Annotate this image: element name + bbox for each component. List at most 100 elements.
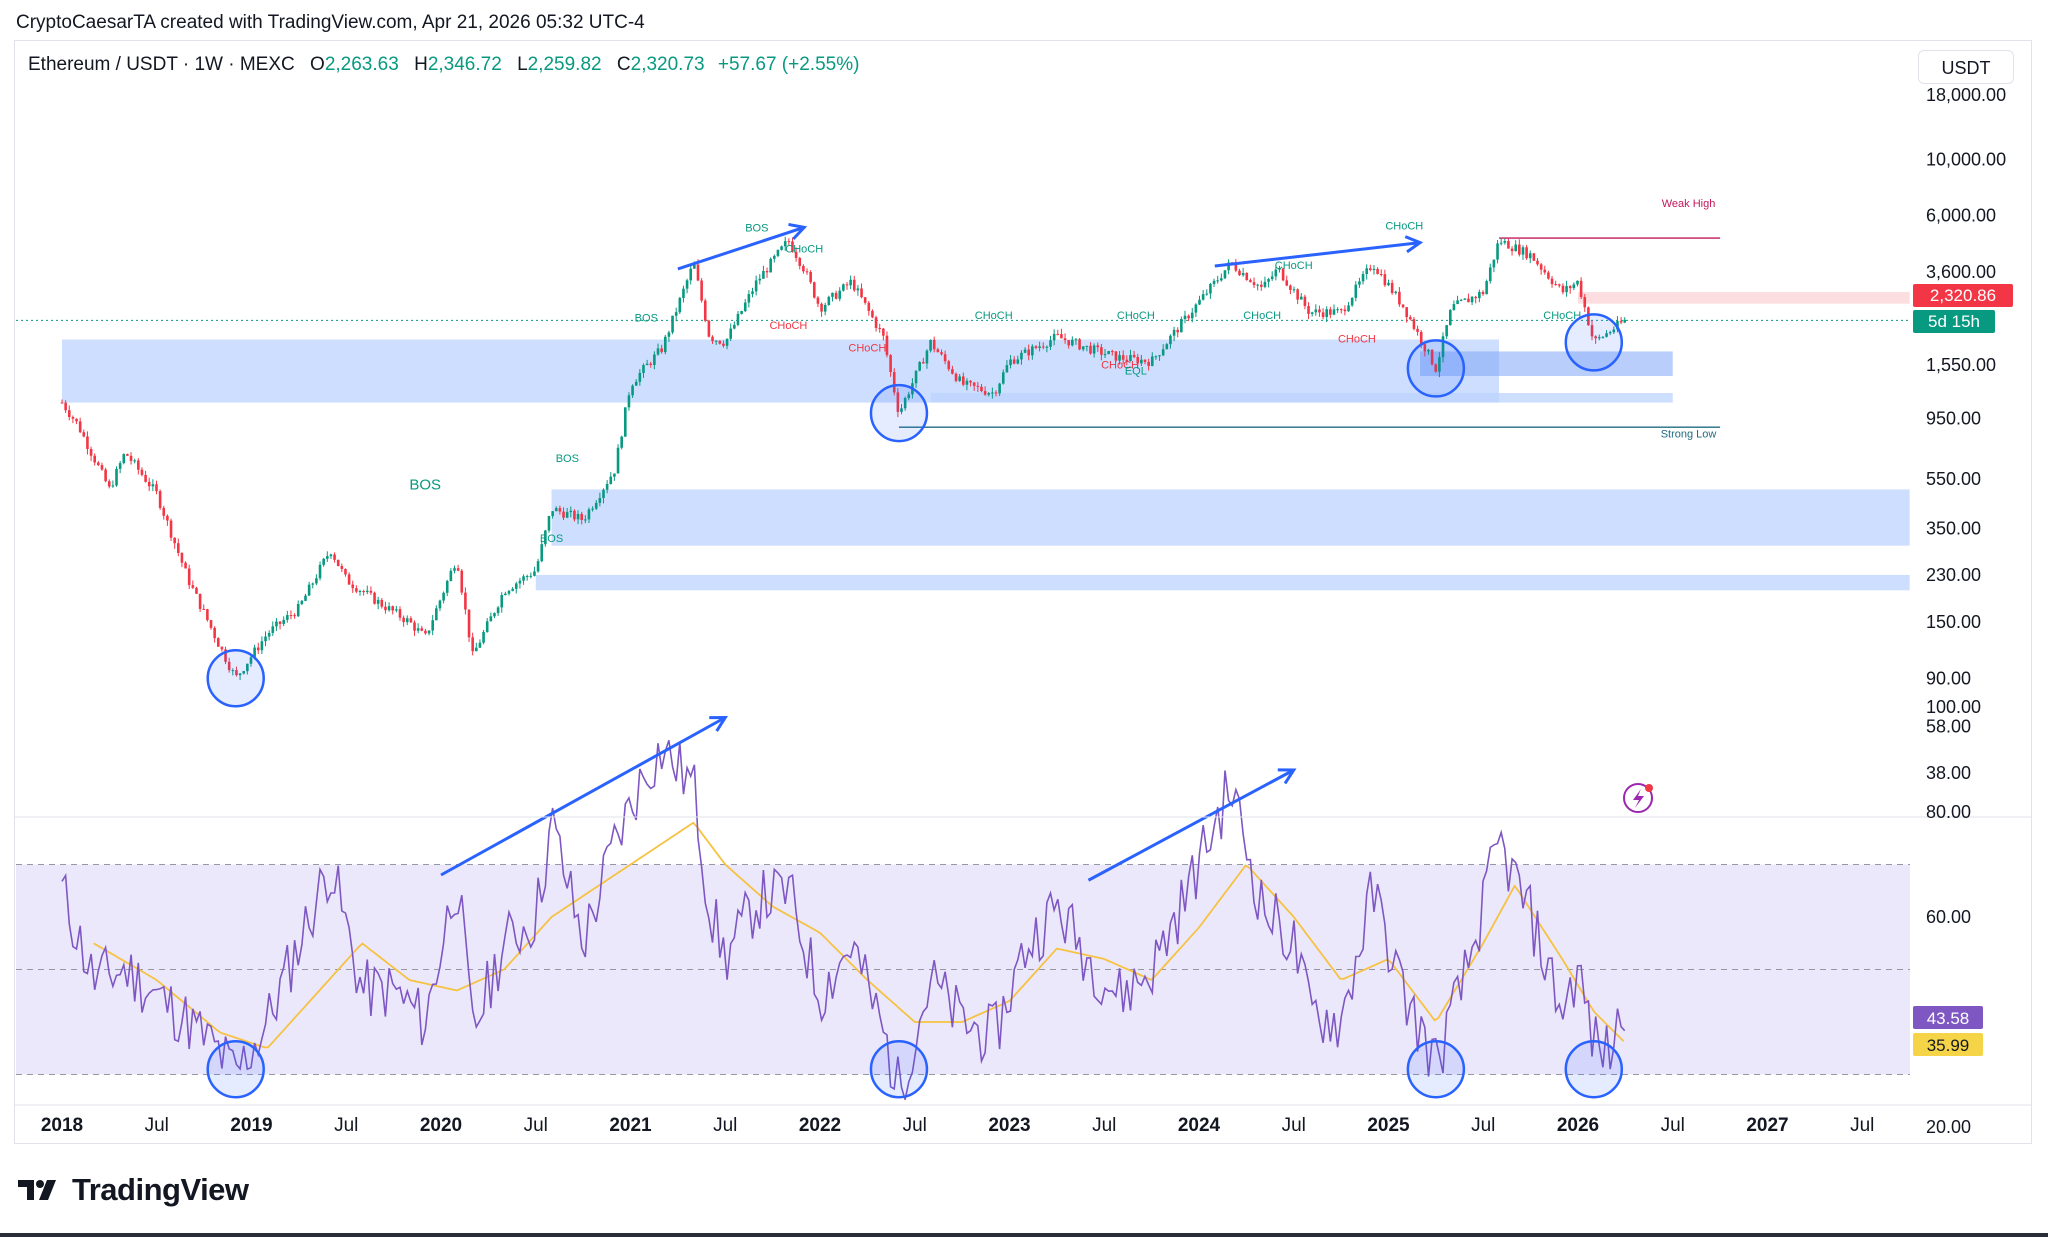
- candle-body-155: [624, 407, 627, 437]
- candle-body-220: [860, 288, 863, 298]
- candle-body-43: [216, 638, 220, 647]
- candle-body-353: [1343, 309, 1347, 312]
- candle-body-296: [1136, 357, 1140, 364]
- candle-body-308: [1180, 319, 1183, 333]
- candle-body-225: [878, 327, 882, 329]
- time-axis-tick: 2020: [420, 1115, 462, 1136]
- tradingview-brand[interactable]: TradingView: [18, 1172, 249, 1208]
- candle-body-4: [75, 418, 78, 422]
- candle-body-263: [1016, 359, 1020, 364]
- candle-body-99: [420, 628, 424, 631]
- candle-body-163: [653, 354, 656, 365]
- candle-body-343: [1307, 306, 1310, 314]
- candle-body-82: [358, 590, 362, 592]
- candle-body-327: [1249, 280, 1252, 283]
- candle-body-260: [1005, 365, 1009, 373]
- candle-body-358: [1361, 274, 1365, 282]
- candle-body-226: [882, 328, 885, 336]
- candle-body-403: [1525, 247, 1528, 259]
- candle-body-55: [260, 641, 264, 651]
- candle-body-342: [1303, 296, 1307, 307]
- candle-body-272: [1049, 340, 1052, 347]
- candle-body-276: [1063, 338, 1067, 341]
- candle-body-312: [1194, 304, 1198, 313]
- candle-body-23: [144, 474, 147, 482]
- candle-body-307: [1176, 329, 1180, 333]
- candle-body-412: [1558, 284, 1561, 286]
- price-trend-arrow-0: [677, 225, 805, 271]
- candle-body-148: [598, 497, 602, 503]
- candle-body-207: [812, 282, 816, 298]
- annotation-label: BOS: [409, 476, 441, 493]
- candle-body-407: [1539, 264, 1543, 270]
- candle-body-153: [616, 447, 620, 474]
- candle-body-162: [649, 363, 653, 365]
- candle-body-203: [798, 257, 802, 266]
- candle-body-32: [176, 543, 180, 553]
- candle-body-289: [1110, 351, 1114, 353]
- candle-body-300: [1150, 356, 1154, 366]
- candle-body-414: [1565, 286, 1568, 293]
- time-axis-tick: Jul: [903, 1115, 927, 1136]
- candle-body-415: [1568, 286, 1572, 289]
- candle-body-324: [1238, 270, 1241, 276]
- price-axis-tick: 1,550.00: [1926, 355, 1996, 375]
- candle-body-345: [1314, 309, 1318, 313]
- candle-body-281: [1081, 346, 1085, 350]
- candle-body-57: [267, 632, 271, 637]
- candle-body-392: [1485, 281, 1488, 295]
- candle-body-46: [227, 661, 231, 671]
- candle-body-59: [275, 621, 278, 627]
- zone-2: [1420, 351, 1673, 377]
- price-axis-tick: 58.00: [1926, 717, 1971, 737]
- candle-body-42: [213, 627, 216, 639]
- candle-body-252: [976, 385, 980, 387]
- price-highlight-circle-2: [1406, 339, 1466, 398]
- candle-body-246: [954, 373, 958, 381]
- candle-body-115: [478, 642, 482, 648]
- candle-body-395: [1496, 243, 1499, 260]
- candle-body-129: [529, 575, 533, 577]
- candle-body-248: [961, 376, 965, 385]
- candle-body-9: [93, 455, 97, 463]
- countdown-badge-text: 5d 15h: [1928, 312, 1980, 331]
- candle-body-41: [209, 620, 213, 628]
- candle-body-251: [972, 382, 976, 386]
- candle-body-409: [1547, 272, 1550, 279]
- candle-body-61: [282, 619, 285, 624]
- candle-body-319: [1220, 278, 1223, 281]
- candle-body-393: [1488, 267, 1492, 282]
- time-axis-tick: 2018: [41, 1115, 83, 1136]
- annotation-label: BOS: [745, 223, 768, 235]
- candle-body-317: [1212, 280, 1216, 284]
- candle-body-362: [1376, 268, 1379, 275]
- candle-body-328: [1252, 282, 1256, 286]
- annotation-label: CHoCH: [1101, 359, 1139, 371]
- candle-body-375: [1423, 344, 1427, 352]
- rsi-ma-value-badge: [1913, 1033, 1983, 1056]
- candle-body-20: [133, 460, 136, 462]
- candle-body-37: [195, 587, 198, 594]
- candle-body-255: [987, 393, 991, 395]
- candle-body-401: [1518, 244, 1521, 255]
- candle-body-223: [871, 310, 874, 318]
- candle-body-377: [1430, 349, 1434, 365]
- time-axis-tick: Jul: [1092, 1115, 1116, 1136]
- currency-button[interactable]: USDT: [1918, 50, 2014, 84]
- candle-body-423: [1597, 337, 1601, 339]
- candle-body-370: [1405, 307, 1408, 318]
- rsi-highlight-circle-3: [1564, 1040, 1624, 1099]
- candle-body-194: [765, 270, 769, 273]
- candle-body-74: [329, 554, 333, 557]
- candle-body-139: [565, 512, 569, 518]
- candle-body-188: [743, 302, 747, 312]
- time-axis-tick: 2019: [230, 1115, 272, 1136]
- candle-body-381: [1445, 325, 1448, 337]
- candle-body-373: [1416, 328, 1419, 332]
- symbol-label[interactable]: Ethereum / USDT · 1W · MEXC: [28, 54, 295, 75]
- candle-body-93: [398, 609, 402, 618]
- candle-body-150: [605, 483, 609, 490]
- candle-body-303: [1161, 349, 1165, 356]
- candle-body-159: [638, 372, 642, 382]
